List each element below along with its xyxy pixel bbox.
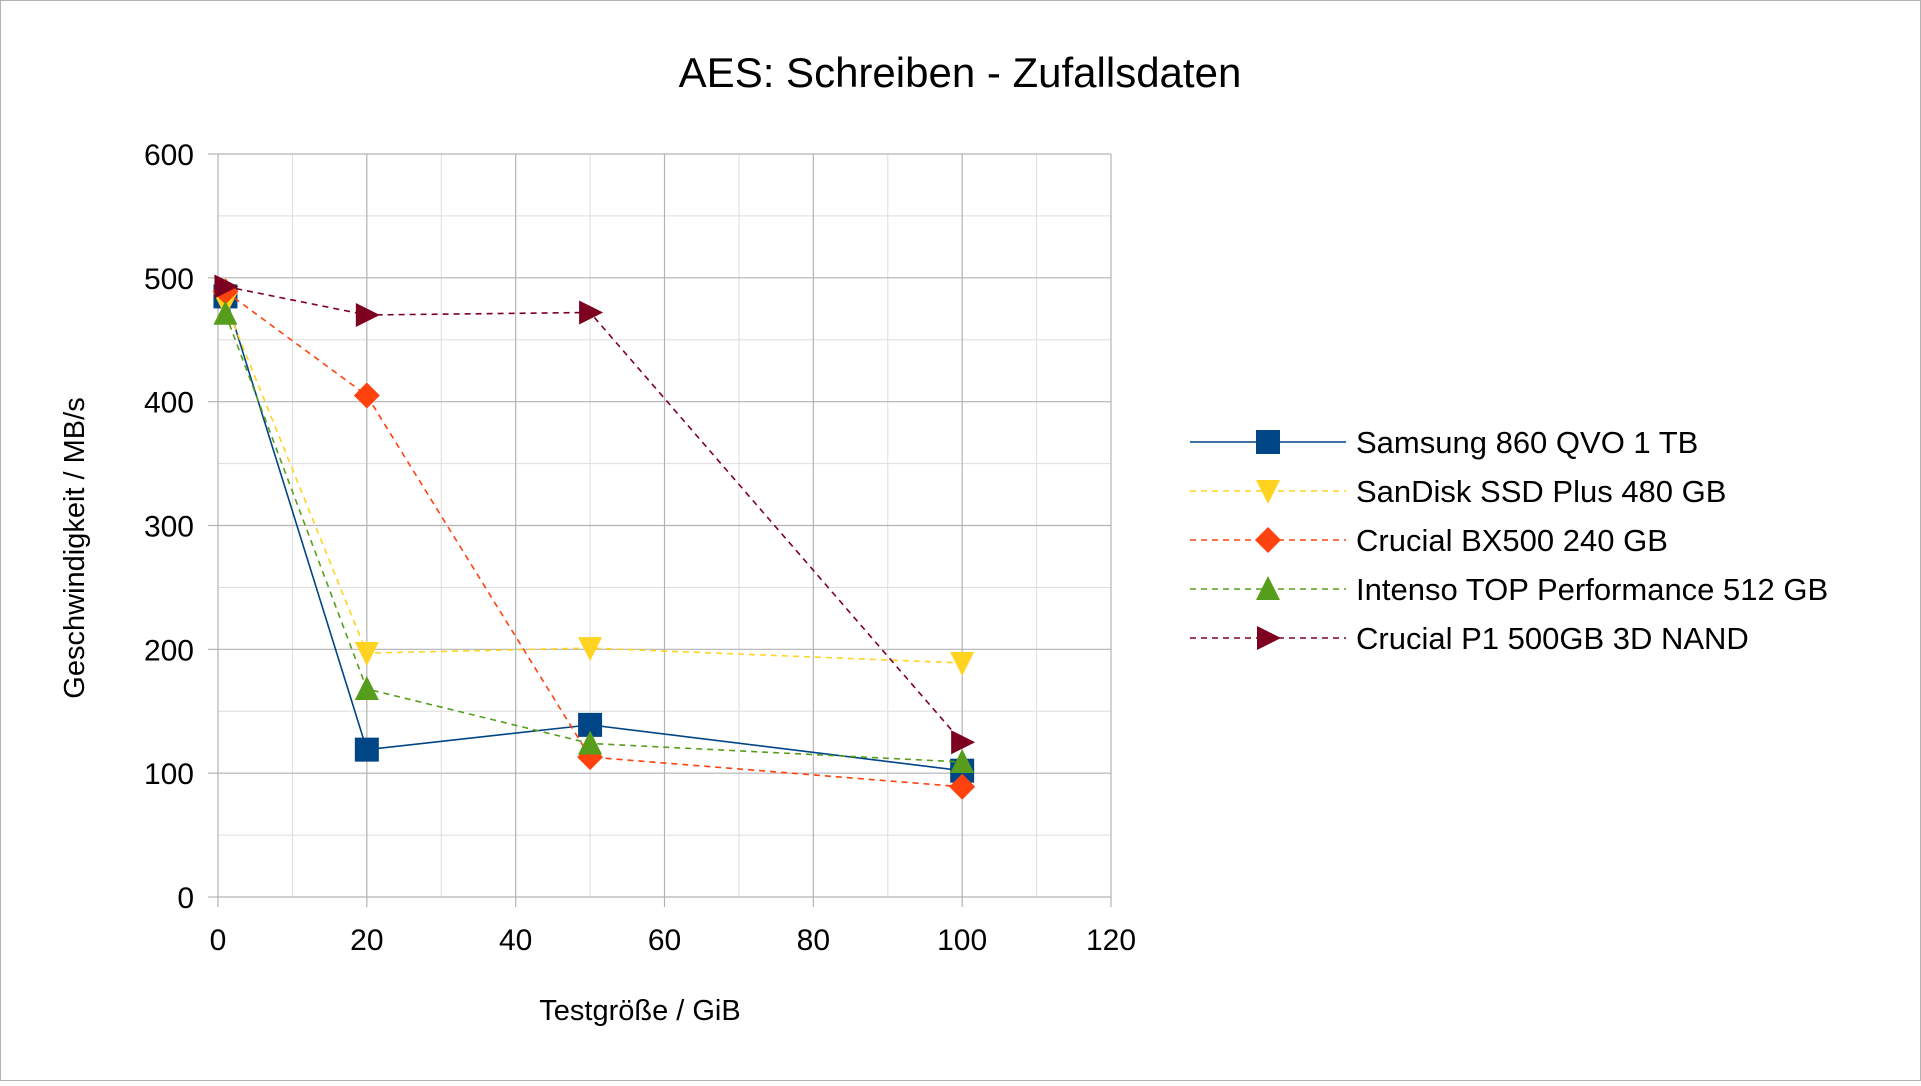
data-point bbox=[949, 773, 976, 800]
y-tick-label: 400 bbox=[144, 387, 194, 420]
series-3 bbox=[213, 300, 975, 774]
x-tick-label: 0 bbox=[210, 924, 227, 957]
data-point bbox=[578, 637, 603, 662]
legend-marker bbox=[1255, 527, 1281, 553]
series-group bbox=[212, 274, 976, 800]
y-axis-label: Geschwindigkeit / MB/s bbox=[59, 397, 91, 698]
x-tick-label: 100 bbox=[937, 924, 987, 957]
legend-label: Crucial BX500 240 GB bbox=[1356, 523, 1668, 558]
legend-item: Crucial BX500 240 GB bbox=[1190, 523, 1668, 558]
data-point bbox=[579, 300, 604, 325]
legend-label: Samsung 860 QVO 1 TB bbox=[1356, 425, 1698, 460]
y-tick-label: 100 bbox=[144, 758, 194, 791]
x-tick-label: 60 bbox=[648, 924, 681, 957]
legend-item: SanDisk SSD Plus 480 GB bbox=[1190, 474, 1726, 509]
legend-marker bbox=[1256, 576, 1280, 600]
axes: 0 100 200 300 400 500 600 0 20 40 60 80 100 120 bbox=[144, 139, 1136, 957]
data-point bbox=[950, 651, 975, 676]
y-tick-label: 200 bbox=[144, 634, 194, 667]
data-point bbox=[214, 274, 239, 299]
data-point bbox=[951, 730, 976, 755]
x-tick-label: 40 bbox=[499, 924, 532, 957]
x-tick-label: 20 bbox=[350, 924, 383, 957]
series-4 bbox=[214, 274, 976, 755]
series-line bbox=[224, 290, 963, 788]
chart-title: AES: Schreiben - Zufallsdaten bbox=[679, 49, 1242, 96]
y-tick-label: 300 bbox=[144, 511, 194, 544]
series-line bbox=[224, 313, 963, 763]
data-point bbox=[578, 730, 603, 755]
data-point bbox=[354, 675, 379, 700]
legend-marker bbox=[1256, 430, 1280, 454]
x-tick-label: 80 bbox=[797, 924, 830, 957]
x-tick-label: 120 bbox=[1086, 924, 1136, 957]
data-point bbox=[950, 749, 975, 774]
y-tick-label: 500 bbox=[144, 263, 194, 296]
legend-item: Samsung 860 QVO 1 TB bbox=[1190, 425, 1698, 460]
data-point bbox=[354, 642, 379, 667]
legend-label: SanDisk SSD Plus 480 GB bbox=[1356, 474, 1726, 509]
data-point bbox=[353, 382, 380, 409]
data-point bbox=[355, 302, 380, 327]
series-line bbox=[224, 296, 963, 772]
legend-marker bbox=[1256, 480, 1280, 504]
grid bbox=[217, 153, 1112, 898]
series-line bbox=[224, 303, 963, 664]
legend: Samsung 860 QVO 1 TB SanDisk SSD Plus 480… bbox=[1190, 425, 1828, 656]
legend-item: Crucial P1 500GB 3D NAND bbox=[1190, 621, 1749, 656]
data-point bbox=[213, 300, 238, 325]
legend-label: Intenso TOP Performance 512 GB bbox=[1356, 572, 1828, 607]
y-tick-label: 600 bbox=[144, 139, 194, 172]
legend-marker bbox=[1257, 626, 1281, 650]
legend-item: Intenso TOP Performance 512 GB bbox=[1190, 572, 1828, 607]
data-point bbox=[354, 737, 379, 762]
legend-label: Crucial P1 500GB 3D NAND bbox=[1356, 621, 1749, 656]
y-tick-label: 0 bbox=[177, 882, 194, 915]
x-axis-label: Testgröße / GiB bbox=[539, 995, 740, 1027]
series-line bbox=[225, 285, 963, 743]
